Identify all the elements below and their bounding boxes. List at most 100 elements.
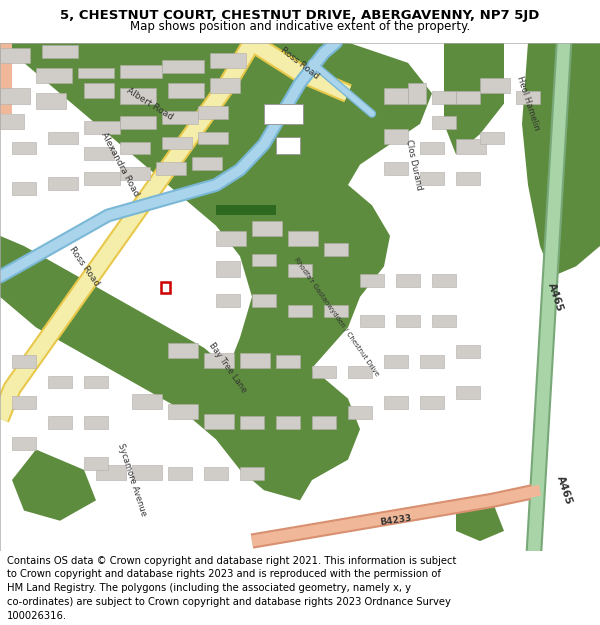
- Bar: [288, 304, 312, 318]
- Polygon shape: [216, 205, 276, 216]
- Bar: [432, 314, 456, 328]
- Bar: [162, 60, 204, 73]
- Bar: [516, 91, 540, 104]
- Bar: [0, 88, 30, 104]
- Bar: [12, 437, 36, 449]
- Bar: [456, 91, 480, 104]
- Bar: [264, 104, 303, 124]
- Bar: [0, 42, 12, 114]
- Bar: [204, 468, 228, 480]
- Bar: [276, 139, 300, 154]
- Bar: [48, 376, 72, 389]
- Text: Rhodfa'r Gastanwydden / Chestnut Drive: Rhodfa'r Gastanwydden / Chestnut Drive: [293, 257, 379, 378]
- Bar: [48, 416, 72, 429]
- Bar: [288, 264, 312, 276]
- Bar: [240, 353, 270, 368]
- Bar: [420, 356, 444, 368]
- Bar: [12, 182, 36, 195]
- Bar: [252, 254, 276, 266]
- Bar: [276, 356, 300, 368]
- Bar: [420, 396, 444, 409]
- Bar: [408, 83, 426, 104]
- Bar: [360, 274, 384, 287]
- Bar: [432, 116, 456, 129]
- Bar: [312, 416, 336, 429]
- Bar: [84, 173, 120, 185]
- Bar: [216, 294, 240, 307]
- Bar: [120, 142, 150, 154]
- Bar: [168, 342, 198, 358]
- Bar: [198, 106, 228, 119]
- Bar: [210, 78, 240, 93]
- Bar: [198, 131, 228, 144]
- Bar: [456, 139, 486, 154]
- Text: A465: A465: [554, 474, 574, 506]
- Bar: [36, 68, 72, 83]
- Text: B4233: B4233: [380, 514, 412, 528]
- Bar: [210, 52, 246, 68]
- Bar: [384, 162, 408, 175]
- Bar: [162, 137, 192, 149]
- Bar: [276, 137, 300, 154]
- Bar: [96, 465, 126, 480]
- Bar: [348, 366, 372, 378]
- Bar: [12, 356, 36, 368]
- Polygon shape: [12, 449, 96, 521]
- Bar: [240, 468, 264, 480]
- Bar: [348, 406, 372, 419]
- Bar: [168, 468, 192, 480]
- Bar: [156, 162, 186, 175]
- Bar: [456, 345, 480, 358]
- Bar: [360, 314, 384, 328]
- Text: Ross Road: Ross Road: [279, 45, 321, 81]
- Bar: [456, 386, 480, 399]
- Text: Contains OS data © Crown copyright and database right 2021. This information is : Contains OS data © Crown copyright and d…: [7, 556, 457, 566]
- Text: A465: A465: [545, 281, 565, 312]
- Bar: [216, 231, 246, 246]
- Bar: [420, 142, 444, 154]
- Bar: [120, 66, 162, 78]
- Bar: [384, 129, 408, 144]
- Bar: [312, 366, 336, 378]
- Bar: [204, 414, 234, 429]
- Bar: [432, 91, 456, 104]
- Bar: [120, 88, 156, 104]
- Bar: [12, 396, 36, 409]
- Bar: [84, 376, 108, 389]
- Bar: [84, 147, 114, 159]
- Bar: [48, 177, 78, 190]
- Bar: [480, 131, 504, 144]
- Bar: [84, 416, 108, 429]
- Bar: [216, 261, 240, 276]
- Bar: [162, 111, 198, 124]
- Bar: [384, 356, 408, 368]
- Text: Albert Road: Albert Road: [125, 86, 175, 121]
- Bar: [48, 131, 78, 144]
- Text: Map shows position and indicative extent of the property.: Map shows position and indicative extent…: [130, 20, 470, 33]
- Bar: [480, 78, 510, 93]
- Bar: [78, 68, 114, 78]
- Text: 100026316.: 100026316.: [7, 611, 67, 621]
- Bar: [324, 244, 348, 256]
- Text: Bay Tree Lane: Bay Tree Lane: [208, 341, 248, 395]
- Bar: [84, 83, 114, 99]
- Bar: [168, 404, 198, 419]
- Text: HM Land Registry. The polygons (including the associated geometry, namely x, y: HM Land Registry. The polygons (includin…: [7, 583, 411, 593]
- Bar: [384, 88, 408, 104]
- Text: Sycamore Avenue: Sycamore Avenue: [116, 442, 148, 518]
- Bar: [132, 394, 162, 409]
- Bar: [420, 173, 444, 185]
- Bar: [384, 396, 408, 409]
- Text: 5, CHESTNUT COURT, CHESTNUT DRIVE, ABERGAVENNY, NP7 5JD: 5, CHESTNUT COURT, CHESTNUT DRIVE, ABERG…: [61, 9, 539, 22]
- Bar: [240, 416, 264, 429]
- Bar: [0, 114, 24, 129]
- Bar: [192, 157, 222, 169]
- Bar: [36, 93, 66, 109]
- Text: to Crown copyright and database rights 2023 and is reproduced with the permissio: to Crown copyright and database rights 2…: [7, 569, 441, 579]
- Bar: [120, 167, 150, 180]
- Polygon shape: [0, 42, 432, 501]
- Bar: [204, 353, 234, 368]
- Polygon shape: [444, 42, 504, 154]
- Text: Ross Road: Ross Road: [67, 245, 101, 288]
- Text: co-ordinates) are subject to Crown copyright and database rights 2023 Ordnance S: co-ordinates) are subject to Crown copyr…: [7, 597, 451, 607]
